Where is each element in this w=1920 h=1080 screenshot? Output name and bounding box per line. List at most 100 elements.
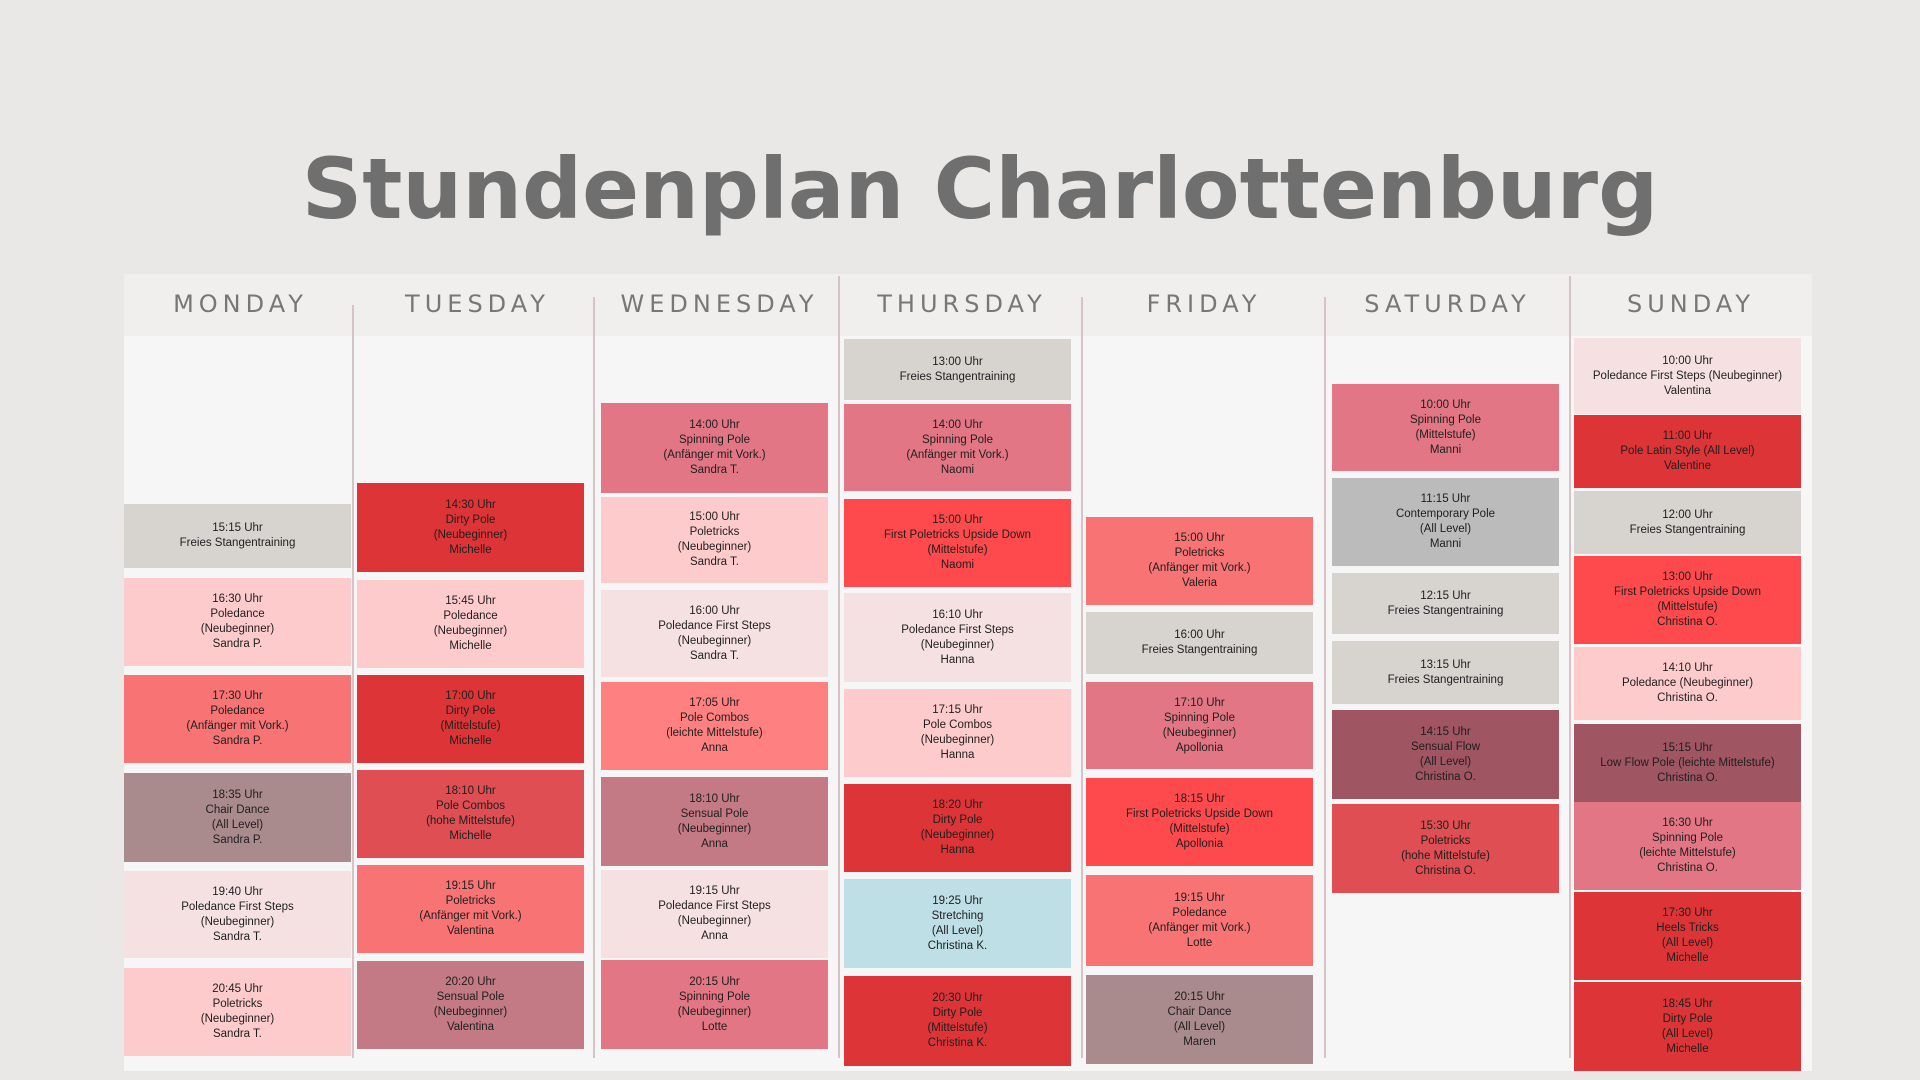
class-time: 13:15 Uhr — [1420, 658, 1471, 671]
class-block: 17:15 Uhr Pole Combos (Neubeginner) Hanna — [844, 689, 1071, 777]
class-detail: Poletricks — [689, 526, 740, 538]
class-block: 16:10 Uhr Poledance First Steps (Neubeginn… — [844, 593, 1071, 682]
class-block: 20:15 Uhr Spinning Pole (Neubeginner) Lotte — [601, 960, 828, 1049]
column-divider — [352, 305, 354, 1058]
class-detail: (Mittelstufe) — [927, 544, 988, 556]
class-detail: Freies Stangentraining — [1141, 644, 1258, 656]
class-detail: Valentina — [446, 1021, 495, 1033]
class-detail: Poledance First Steps — [901, 623, 1014, 636]
class-detail: Freies Stangentraining — [1387, 604, 1504, 617]
class-block: 14:15 Uhr Sensual Flow (All Level) Christin… — [1332, 710, 1559, 799]
class-block: 10:00 Uhr Poledance First Steps (Neubegin… — [1574, 338, 1801, 414]
class-detail: (Neubeginner) — [920, 734, 995, 746]
class-detail: Pole Combos — [679, 712, 750, 724]
class-time: 16:00 Uhr — [689, 604, 740, 617]
class-detail: First Poletricks Upside Down — [1614, 586, 1761, 598]
class-detail: Michelle — [449, 830, 492, 842]
class-detail: Poledance First Steps — [658, 900, 771, 912]
class-detail: Heels Tricks — [1656, 922, 1719, 934]
class-block: 19:15 Uhr Poledance (Anfänger mit Vork.) Lo… — [1086, 875, 1313, 966]
class-detail: Poledance — [210, 705, 265, 717]
class-detail: (All Level) — [1661, 1027, 1714, 1040]
class-block: 16:00 Uhr Poledance First Steps (Neubeginn… — [601, 590, 828, 677]
class-detail: Apollonia — [1175, 741, 1224, 754]
class-detail: Valentine — [1663, 460, 1712, 472]
class-detail: (Mittelstufe) — [440, 720, 501, 732]
class-detail: Poledance First Steps (Neubeginner) — [1592, 369, 1783, 382]
class-time: 18:10 Uhr — [445, 785, 496, 797]
class-time: 11:00 Uhr — [1662, 430, 1713, 442]
class-time: 19:25 Uhr — [932, 894, 983, 907]
class-detail: (Mittelstufe) — [1415, 428, 1476, 441]
class-time: 18:20 Uhr — [932, 799, 983, 811]
class-detail: Sandra T. — [689, 556, 739, 568]
class-detail: Sensual Pole — [680, 807, 749, 820]
class-block: 11:15 Uhr Contemporary Pole (All Level) Man… — [1332, 478, 1559, 566]
class-time: 20:30 Uhr — [932, 992, 983, 1004]
class-detail: Lotte — [701, 1020, 728, 1033]
class-block: 15:15 Uhr Low Flow Pole (leichte Mittelst… — [1574, 724, 1801, 802]
class-detail: Hanna — [940, 653, 975, 666]
column-divider — [1081, 297, 1083, 1058]
class-time: 16:30 Uhr — [212, 593, 263, 605]
class-detail: (Neubeginner) — [920, 638, 995, 651]
class-block: 20:45 Uhr Poletricks (Neubeginner) Sandra T… — [124, 968, 351, 1056]
day-header-wednesday: WEDNESDAY — [620, 290, 819, 318]
class-detail: (Anfänger mit Vork.) — [1148, 921, 1251, 934]
class-block: 18:20 Uhr Dirty Pole (Neubeginner) Hanna — [844, 784, 1071, 872]
class-detail: Manni — [1429, 443, 1462, 456]
class-block: 19:15 Uhr Poletricks (Anfänger mit Vork.) V… — [357, 865, 584, 953]
class-detail: First Poletricks Upside Down — [884, 529, 1031, 541]
class-time: 10:00 Uhr — [1662, 354, 1713, 367]
class-block: 12:00 Uhr Freies Stangentraining — [1574, 491, 1801, 554]
class-detail: Sandra T. — [689, 649, 739, 662]
class-block: 15:00 Uhr First Poletricks Upside Down (Mi… — [844, 499, 1071, 587]
class-detail: Poletricks — [1174, 547, 1225, 559]
class-block: 15:15 Uhr Freies Stangentraining — [124, 504, 351, 568]
class-detail: Dirty Pole — [1662, 1012, 1713, 1025]
class-detail: (leichte Mittelstufe) — [1639, 847, 1736, 859]
class-block: 20:20 Uhr Sensual Pole (Neubeginner) Valent… — [357, 961, 584, 1049]
class-time: 15:15 Uhr — [1662, 741, 1713, 754]
class-time: 18:10 Uhr — [689, 792, 740, 805]
class-detail: First Poletricks Upside Down — [1126, 808, 1273, 820]
class-detail: Spinning Pole — [922, 433, 993, 446]
class-detail: Manni — [1429, 538, 1462, 550]
class-detail: (Neubeginner) — [433, 528, 508, 541]
class-detail: Chair Dance — [205, 803, 270, 816]
class-block: 18:10 Uhr Pole Combos (hohe Mittelstufe) Mi… — [357, 770, 584, 858]
class-detail: (All Level) — [211, 818, 264, 831]
class-time: 19:40 Uhr — [212, 885, 263, 898]
class-detail: Poledance — [1172, 906, 1227, 919]
class-time: 12:15 Uhr — [1420, 589, 1471, 602]
class-time: 13:00 Uhr — [932, 355, 983, 368]
class-time: 14:00 Uhr — [689, 419, 740, 431]
class-detail: Lotte — [1186, 936, 1213, 949]
class-detail: (Neubeginner) — [920, 829, 995, 841]
class-detail: Naomi — [940, 559, 975, 571]
class-detail: (Neubeginner) — [200, 623, 275, 635]
class-detail: Anna — [701, 742, 728, 754]
class-time: 15:30 Uhr — [1420, 819, 1471, 832]
class-block: 17:00 Uhr Dirty Pole (Mittelstufe) Michelle — [357, 675, 584, 763]
class-detail: (leichte Mittelstufe) — [666, 727, 763, 739]
class-block: 17:30 Uhr Poledance (Anfänger mit Vork.) Sa… — [124, 675, 351, 763]
class-time: 18:45 Uhr — [1662, 997, 1713, 1010]
class-time: 20:20 Uhr — [445, 976, 496, 988]
class-time: 18:15 Uhr — [1174, 793, 1225, 805]
column-divider — [1569, 276, 1571, 1058]
class-block: 12:15 Uhr Freies Stangentraining — [1332, 573, 1559, 634]
class-detail: Michelle — [1666, 952, 1709, 964]
class-detail: (All Level) — [1419, 755, 1472, 768]
day-header-thursday: THURSDAY — [877, 290, 1047, 318]
class-detail: Valentina — [446, 925, 495, 937]
class-detail: Freies Stangentraining — [1629, 523, 1746, 536]
class-detail: Christina O. — [1657, 616, 1718, 628]
day-header-sunday: SUNDAY — [1626, 290, 1756, 318]
class-detail: Hanna — [940, 749, 975, 761]
class-time: 20:45 Uhr — [212, 983, 263, 995]
class-detail: Christina K. — [927, 1037, 988, 1049]
class-detail: Valeria — [1182, 577, 1217, 589]
class-detail: Sensual Flow — [1410, 740, 1481, 753]
class-block: 19:15 Uhr Poledance First Steps (Neubeginn… — [601, 870, 828, 958]
